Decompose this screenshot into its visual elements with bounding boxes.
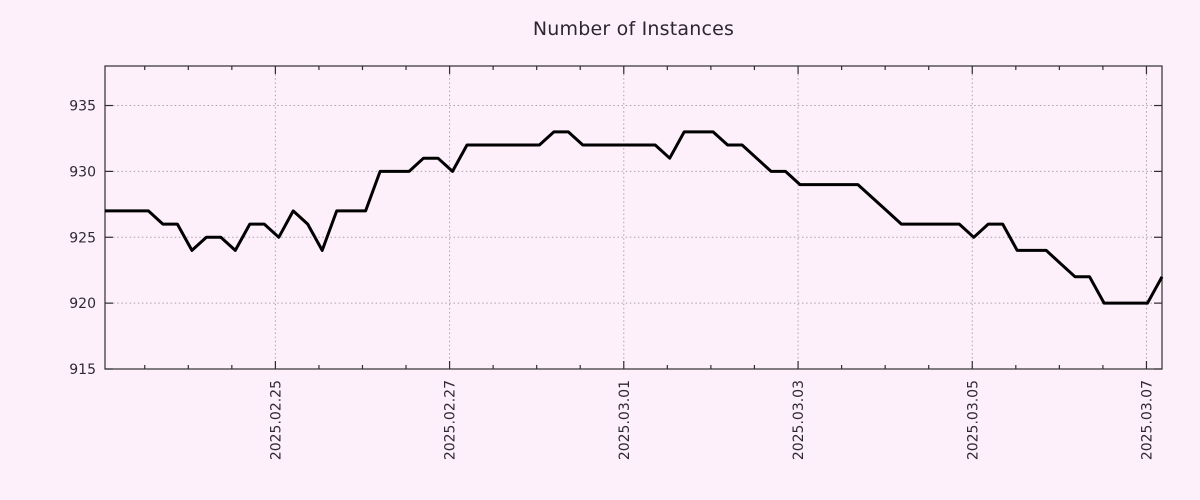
x-tick-label: 2025.02.27 (443, 380, 459, 460)
x-tick-label: 2025.03.01 (617, 380, 633, 460)
x-tick-label: 2025.02.25 (268, 380, 284, 460)
y-tick-label: 935 (69, 99, 96, 115)
chart-title: Number of Instances (532, 18, 735, 40)
x-tick-label: 2025.03.05 (965, 380, 981, 460)
x-tick-label: 2025.03.07 (1139, 380, 1155, 460)
plot-border (104, 65, 1163, 370)
x-tick-label: 2025.03.03 (791, 380, 807, 460)
y-tick-label: 930 (69, 164, 96, 180)
y-tick-label: 920 (69, 296, 96, 312)
y-tick-label: 925 (69, 230, 96, 246)
series-line (105, 130, 1164, 305)
y-tick-label: 915 (69, 362, 96, 378)
